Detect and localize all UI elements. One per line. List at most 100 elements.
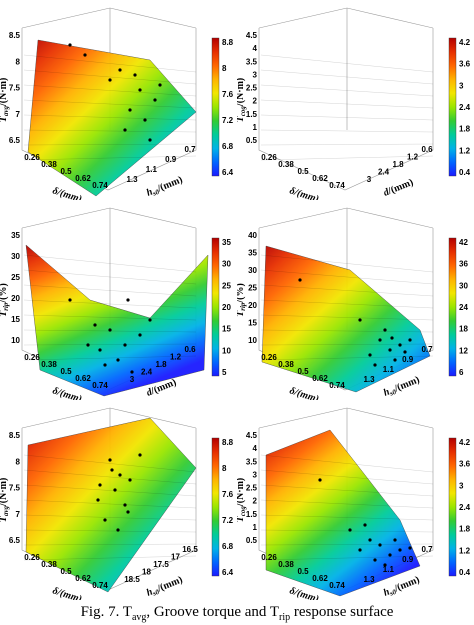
z-tick-label: 10 (11, 336, 20, 345)
response-surface (265, 429, 421, 597)
colorbar-tick-label: 8 (222, 64, 227, 73)
x-tick-label: 0.5 (60, 167, 72, 176)
colorbar-tick-label: 6.8 (222, 142, 234, 151)
z-tick-label: 4.5 (246, 31, 258, 40)
colorbar (211, 437, 220, 577)
sample-point (126, 510, 130, 514)
contour-line (260, 129, 434, 133)
sample-point (130, 370, 134, 374)
z-tick-label: 0.5 (246, 136, 258, 145)
colorbar-tick-label: 20 (222, 303, 231, 312)
contour-line (260, 454, 434, 473)
sample-point (116, 528, 120, 532)
colorbar-tick-label: 1.8 (459, 525, 471, 534)
y-tick-label: 0.9 (165, 155, 177, 164)
x-axis-label: δ/(mm) (51, 585, 83, 600)
colorbar-tick-label: 24 (459, 303, 468, 312)
y-tick-label: 0.7 (421, 345, 433, 354)
y-tick-label: 1.8 (392, 160, 404, 169)
contour-line (23, 269, 197, 285)
sample-point (378, 543, 382, 547)
x-tick-label: 0.5 (297, 567, 309, 576)
contour-line (260, 529, 434, 533)
x-tick-label: 0.74 (329, 581, 345, 590)
contour-line (23, 469, 197, 485)
colorbar-tick-label: 1.8 (459, 125, 471, 134)
z-tick-label: 15 (11, 315, 20, 324)
colorbar (448, 237, 457, 377)
response-surface-panel: 40353025201510Trip/(%)0.260.380.50.620.7… (237, 200, 474, 400)
z-tick-label: 1 (253, 123, 258, 132)
colorbar-tick-label: 3.6 (459, 60, 471, 69)
y-axis-label: hs0/(mm) (145, 574, 185, 599)
sample-point (123, 343, 127, 347)
contour-line (23, 284, 197, 297)
y-tick-label: 1.2 (170, 353, 182, 362)
z-axis-label: Tcog/(N·m) (237, 478, 247, 523)
sample-point (158, 83, 162, 87)
x-tick-label: 0.26 (24, 353, 40, 362)
sample-point (348, 528, 352, 532)
z-tick-label: 4 (253, 44, 258, 53)
sample-point (368, 538, 372, 542)
y-tick-label: 17.5 (153, 560, 169, 569)
contour-line (23, 343, 197, 346)
z-tick-label: 3 (253, 70, 258, 79)
contour-line (260, 99, 434, 109)
z-tick-label: 40 (248, 231, 257, 240)
sample-point (393, 538, 397, 542)
contour-line (23, 84, 197, 97)
colorbar (448, 437, 457, 577)
sample-point (143, 118, 147, 122)
contour-line (23, 254, 197, 273)
z-tick-label: 10 (248, 336, 257, 345)
sample-point (383, 328, 387, 332)
sample-point (118, 68, 122, 72)
z-tick-label: 3.5 (246, 457, 258, 466)
contour-line (23, 555, 197, 561)
sample-point (383, 563, 387, 567)
x-tick-label: 0.5 (60, 567, 72, 576)
y-tick-label: 1.1 (383, 365, 395, 374)
y-tick-label: 1.3 (363, 375, 375, 384)
y-axis-label: hs0/(mm) (382, 374, 422, 399)
z-tick-label: 8 (16, 57, 21, 66)
y-tick-label: 0.9 (402, 355, 414, 364)
sample-point (153, 98, 157, 102)
contour-line (23, 454, 197, 473)
sample-point (388, 553, 392, 557)
z-axis-label: Tavg/(N·m) (0, 78, 10, 123)
y-tick-label: 0.6 (184, 345, 196, 354)
sample-point (148, 138, 152, 142)
sample-point (138, 333, 142, 337)
sample-point (363, 523, 367, 527)
y-tick-label: 0.9 (402, 555, 414, 564)
sample-point (388, 348, 392, 352)
caption-middle: , Groove torque and T (146, 604, 280, 620)
colorbar (448, 37, 457, 177)
sample-point (403, 350, 407, 354)
sample-point (93, 323, 97, 327)
sample-point (110, 468, 114, 472)
colorbar-tick-label: 36 (459, 260, 468, 269)
contour-line (23, 54, 197, 73)
colorbar-tick-label: 6.4 (222, 568, 234, 577)
y-tick-label: 3 (130, 375, 135, 384)
x-tick-label: 0.38 (41, 560, 57, 569)
x-tick-label: 0.5 (60, 367, 72, 376)
contour-line (23, 514, 197, 521)
sample-point (123, 128, 127, 132)
z-axis-label: Tcog/(N·m) (237, 78, 247, 123)
z-tick-label: 35 (248, 249, 257, 258)
contour-line (260, 469, 434, 485)
y-tick-label: 18 (142, 568, 151, 577)
z-tick-label: 8 (16, 457, 21, 466)
colorbar (211, 237, 220, 377)
colorbar-tick-label: 42 (459, 238, 468, 247)
x-tick-label: 0.26 (261, 153, 277, 162)
sample-point (138, 88, 142, 92)
colorbar-tick-label: 3.6 (459, 460, 471, 469)
colorbar-tick-label: 30 (222, 260, 231, 269)
x-tick-label: 0.38 (41, 160, 57, 169)
sample-point (83, 53, 87, 57)
